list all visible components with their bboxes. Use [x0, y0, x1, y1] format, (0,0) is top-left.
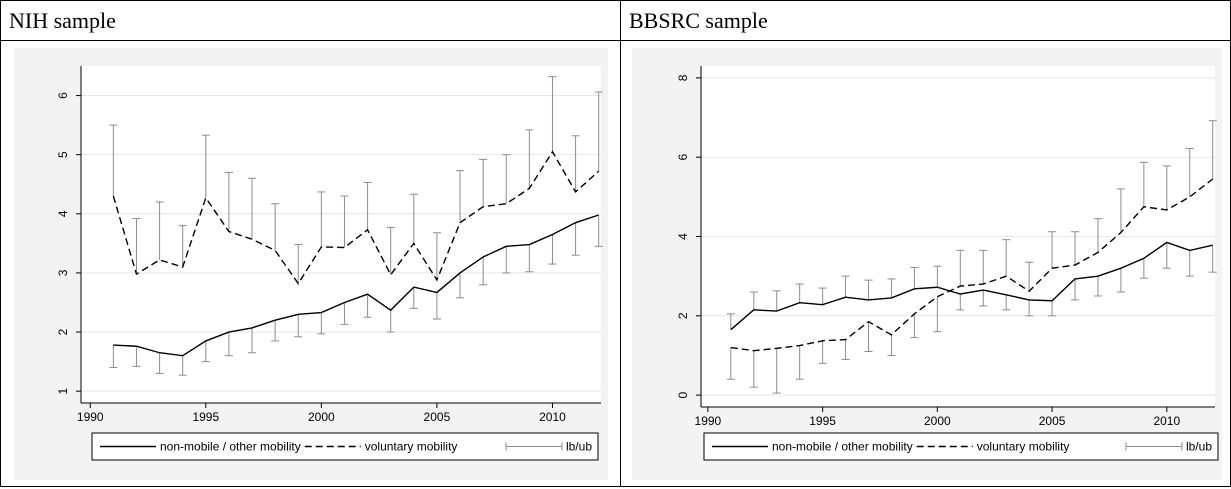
x-tick-label: 1995 — [809, 414, 836, 428]
x-tick-label: 2000 — [308, 410, 335, 424]
legend-label: non-mobile / other mobility — [772, 440, 913, 454]
y-tick-label: 0 — [676, 391, 690, 398]
legend-label: non-mobile / other mobility — [160, 440, 301, 454]
x-tick-label: 2010 — [539, 410, 566, 424]
x-tick-label: 2005 — [1039, 414, 1066, 428]
x-tick-label: 2005 — [424, 410, 451, 424]
legend-label: voluntary mobility — [365, 440, 458, 454]
legend-label: lb/ub — [1186, 440, 1212, 454]
y-tick-label: 3 — [56, 269, 70, 276]
line-series — [112, 150, 600, 285]
y-tick-label: 2 — [676, 312, 690, 319]
legend-label: lb/ub — [566, 440, 592, 454]
panel-title: BBSRC sample — [621, 1, 1230, 41]
x-tick-label: 1990 — [77, 410, 104, 424]
x-tick-label: 2010 — [1153, 414, 1180, 428]
line-series — [730, 178, 1214, 352]
x-tick-label: 1995 — [192, 410, 219, 424]
legend-label: voluntary mobility — [977, 440, 1070, 454]
x-tick-label: 1990 — [695, 414, 722, 428]
y-tick-label: 2 — [56, 328, 70, 335]
y-tick-label: 6 — [676, 154, 690, 161]
chart: 1 2 3 4 5 6 1990 1995 2000 2005 2010 non-mobile / o… — [14, 48, 608, 480]
chart: 0 2 4 6 8 1990 1995 2000 2005 2010 non-mobile / ot… — [632, 48, 1222, 480]
y-tick-label: 4 — [56, 210, 70, 217]
y-tick-label: 1 — [56, 388, 70, 395]
x-tick-label: 2000 — [924, 414, 951, 428]
panel-title: NIH sample — [1, 1, 620, 41]
y-tick-label: 4 — [676, 233, 690, 240]
y-tick-label: 8 — [676, 74, 690, 81]
plot-area — [81, 66, 601, 403]
line-series — [730, 241, 1213, 331]
y-tick-label: 6 — [56, 92, 70, 99]
y-tick-label: 5 — [56, 151, 70, 158]
legend-box — [91, 432, 599, 461]
line-series — [113, 214, 599, 357]
